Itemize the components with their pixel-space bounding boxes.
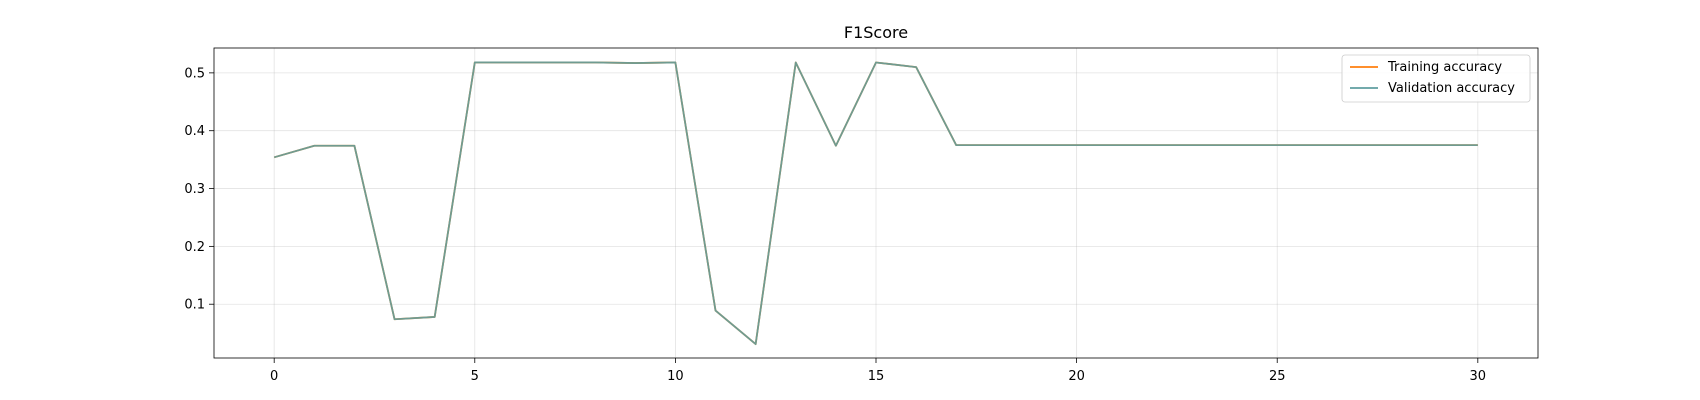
x-tick-label: 5 <box>471 369 479 384</box>
legend-label-training: Training accuracy <box>1387 60 1502 75</box>
x-tick-label: 30 <box>1470 369 1487 384</box>
x-tick-label: 0 <box>270 369 278 384</box>
x-tick-label: 15 <box>868 369 885 384</box>
legend-box <box>1341 54 1531 103</box>
legend: Training accuracy Validation accuracy <box>1341 54 1531 103</box>
y-tick-label: 0.3 <box>184 182 205 197</box>
x-tick-label: 10 <box>667 369 684 384</box>
series-lines <box>273 61 1478 346</box>
y-axis-ticks: 0.1 0.2 0.3 0.4 0.5 <box>184 66 214 313</box>
y-tick-label: 0.5 <box>184 66 205 81</box>
y-tick-label: 0.4 <box>184 124 205 139</box>
y-tick-label: 0.1 <box>184 298 205 313</box>
y-tick-label: 0.2 <box>184 240 205 255</box>
grid <box>214 48 1538 358</box>
x-tick-label: 25 <box>1269 369 1286 384</box>
x-tick-label: 20 <box>1068 369 1085 384</box>
series-line-validation <box>273 61 1478 346</box>
x-axis-ticks: 0 5 10 15 20 25 30 <box>270 358 1486 384</box>
legend-label-validation: Validation accuracy <box>1388 81 1515 96</box>
chart-title: F1Score <box>844 23 908 42</box>
